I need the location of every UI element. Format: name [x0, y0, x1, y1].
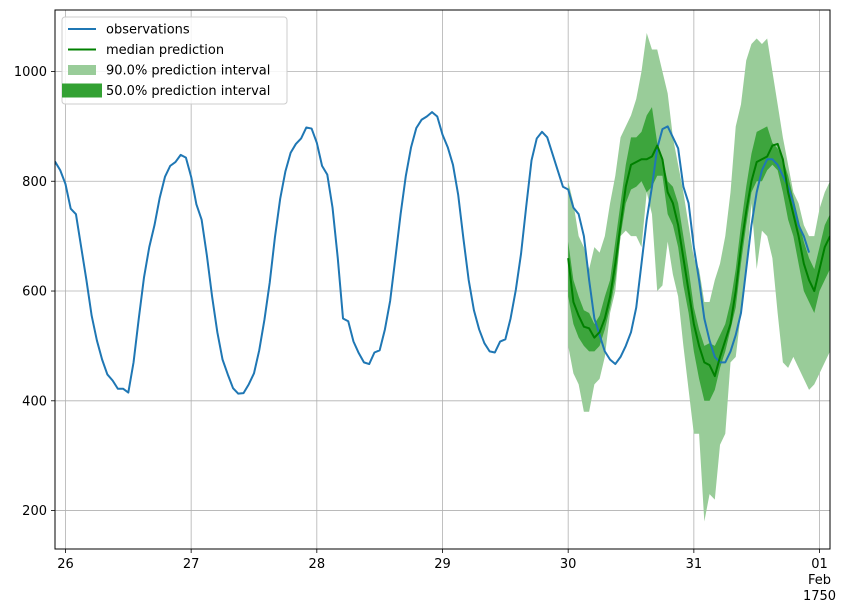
- legend-swatch-band50: [62, 83, 102, 98]
- x-tick-label-26: 26: [57, 557, 74, 572]
- y-tick-label-600: 600: [22, 285, 47, 300]
- x-tick-label-31: 31: [686, 557, 703, 572]
- y-tick-label-800: 800: [22, 175, 47, 190]
- series-median-prediction: [567, 142, 830, 378]
- x-tick-sublabel-1750: 1750: [803, 589, 836, 604]
- x-tick-label-27: 27: [183, 557, 200, 572]
- band-50-prediction-interval: [568, 107, 830, 401]
- legend-label-band50: 50.0% prediction interval: [106, 84, 270, 99]
- legend-box: [61, 16, 288, 105]
- legend-label-observations: observations: [106, 23, 190, 38]
- legend-label-median: median prediction: [106, 43, 224, 58]
- x-tick-label-30: 30: [560, 557, 577, 572]
- y-tick-label-1000: 1000: [14, 65, 47, 80]
- series-observations: [55, 111, 811, 395]
- series-layer: [55, 33, 830, 522]
- legend-swatch-band90: [68, 65, 96, 75]
- x-tick-label-01: 01: [811, 557, 828, 572]
- plot-area: [55, 33, 830, 522]
- y-tick-label-400: 400: [22, 394, 47, 409]
- x-tick-sublabel-Feb: Feb: [808, 573, 831, 588]
- x-tick-label-28: 28: [309, 557, 326, 572]
- legend-label-band90: 90.0% prediction interval: [106, 64, 270, 79]
- y-tick-label-200: 200: [22, 504, 47, 519]
- legend: observations median prediction 90.0% predi…: [61, 16, 288, 105]
- x-tick-label-29: 29: [434, 557, 451, 572]
